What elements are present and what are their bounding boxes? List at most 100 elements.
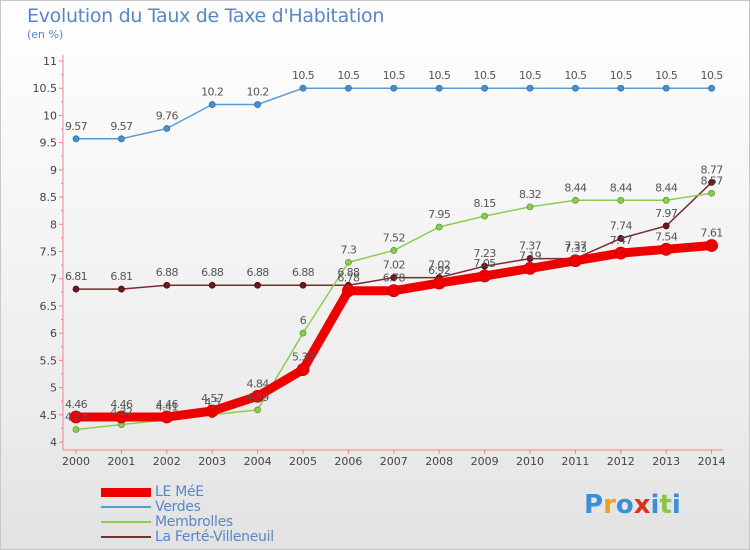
- data-label-le-mee: 6.92: [428, 264, 450, 277]
- legend-label-la-ferte-villeneuil: La Ferté-Villeneuil: [155, 529, 274, 545]
- data-point-verdes: [708, 84, 715, 92]
- y-tick-label: 11: [43, 55, 57, 68]
- x-tick-label: 2001: [107, 455, 135, 468]
- logo-letter: i: [650, 490, 660, 520]
- data-label-verdes: 10.5: [383, 69, 406, 82]
- y-tick-label: 8: [50, 218, 57, 231]
- data-label-membrolles: 4.41: [156, 401, 178, 414]
- data-point-le-mee: [69, 410, 83, 424]
- data-point-verdes: [163, 125, 171, 132]
- data-point-membrolles: [526, 203, 534, 211]
- data-point-le-mee: [205, 404, 219, 418]
- chart-subtitle: (en %): [27, 28, 64, 41]
- data-label-membrolles: 8.57: [701, 174, 724, 187]
- data-label-la-ferte-villeneuil: 6.88: [247, 266, 270, 279]
- x-tick-label: 2012: [607, 455, 635, 468]
- y-tick-label: 10: [43, 109, 57, 122]
- data-point-le-mee: [659, 242, 673, 256]
- data-label-membrolles: 6: [300, 314, 307, 327]
- data-point-verdes: [662, 84, 670, 92]
- y-tick-label: 8.5: [40, 191, 58, 204]
- data-point-verdes: [344, 84, 352, 92]
- data-label-le-mee: 6.78: [383, 272, 406, 285]
- legend-swatch-le-mee: [101, 488, 151, 497]
- data-label-la-ferte-villeneuil: 6.81: [110, 270, 132, 283]
- data-label-la-ferte-villeneuil: 7.74: [610, 219, 633, 232]
- logo-letter: x: [633, 490, 651, 520]
- data-point-membrolles: [708, 189, 715, 197]
- data-label-le-mee: 4.46: [156, 398, 179, 411]
- data-label-verdes: 10.2: [201, 86, 223, 99]
- proxiti-logo: Proxiti: [584, 490, 681, 520]
- data-label-verdes: 10.5: [337, 69, 360, 82]
- data-label-verdes: 10.5: [701, 69, 724, 82]
- legend-label-verdes: Verdes: [155, 499, 201, 515]
- data-point-la-ferte-villeneuil: [299, 281, 307, 289]
- data-point-la-ferte-villeneuil: [254, 281, 262, 289]
- x-tick-label: 2000: [62, 455, 90, 468]
- data-label-verdes: 10.5: [655, 69, 678, 82]
- legend-label-le-mee: LE MéE: [155, 484, 204, 500]
- data-label-membrolles: 4.23: [65, 410, 88, 423]
- data-label-membrolles: 8.15: [474, 197, 497, 210]
- data-label-la-ferte-villeneuil: 6.81: [65, 270, 87, 283]
- data-point-le-mee: [569, 254, 582, 268]
- chart-axes: 4 4.5 5 5.5 6 6.5 7 7.5 8 8.5 9 9.5 10 10.5 11 2000 2001…: [33, 55, 726, 468]
- data-label-le-mee: 4.84: [247, 377, 270, 390]
- data-point-la-ferte-villeneuil: [72, 285, 80, 293]
- data-point-membrolles: [617, 196, 625, 204]
- data-label-membrolles: 4.32: [110, 406, 132, 419]
- data-label-verdes: 9.57: [65, 120, 88, 133]
- data-label-le-mee: 7.05: [474, 257, 497, 270]
- data-point-verdes: [526, 84, 534, 92]
- y-tick-label: 10.5: [33, 82, 58, 95]
- data-label-la-ferte-villeneuil: 7.23: [474, 247, 497, 260]
- y-tick-label: 4: [50, 436, 57, 449]
- data-point-verdes: [118, 135, 125, 143]
- data-point-le-mee: [251, 389, 265, 403]
- data-label-la-ferte-villeneuil: 6.88: [292, 266, 315, 279]
- data-point-le-mee: [614, 246, 628, 260]
- data-point-le-mee: [432, 276, 446, 290]
- data-label-verdes: 10.5: [428, 69, 451, 82]
- data-point-le-mee: [478, 269, 492, 283]
- data-point-verdes: [208, 101, 216, 108]
- data-label-membrolles: 7.52: [383, 231, 405, 244]
- data-label-verdes: 9.57: [110, 120, 133, 133]
- logo-letter: o: [615, 490, 634, 520]
- data-label-le-mee: 6.78: [337, 272, 360, 285]
- data-label-verdes: 10.5: [610, 69, 633, 82]
- data-point-membrolles: [481, 212, 489, 220]
- logo-letter: t: [659, 490, 672, 520]
- x-tick-label: 2007: [380, 455, 408, 468]
- chart-series-lines: [69, 84, 718, 433]
- data-label-le-mee: 7.54: [655, 230, 678, 243]
- data-label-verdes: 10.5: [292, 69, 315, 82]
- data-label-verdes: 9.76: [156, 109, 179, 122]
- data-point-membrolles: [390, 247, 398, 254]
- chart-title: Evolution du Taux de Taxe d'Habitation: [27, 5, 385, 27]
- data-label-verdes: 10.5: [474, 69, 497, 82]
- data-point-le-mee: [160, 410, 174, 424]
- data-label-membrolles: 8.44: [655, 181, 678, 194]
- data-point-la-ferte-villeneuil: [662, 222, 670, 230]
- data-point-verdes: [617, 84, 625, 92]
- data-point-verdes: [390, 84, 398, 92]
- data-point-membrolles: [254, 406, 262, 414]
- data-label-la-ferte-villeneuil: 7.02: [428, 259, 450, 272]
- data-point-la-ferte-villeneuil: [481, 262, 489, 270]
- data-label-la-ferte-villeneuil: 7.37: [564, 240, 587, 253]
- data-label-membrolles: 7.3: [341, 243, 357, 256]
- legend-swatch-la-ferte-villeneuil: [101, 536, 151, 538]
- data-point-le-mee: [115, 410, 128, 424]
- data-point-la-ferte-villeneuil: [390, 274, 398, 282]
- data-label-membrolles: 7.95: [428, 208, 451, 221]
- data-label-le-mee: 4.57: [201, 392, 224, 405]
- data-point-membrolles: [299, 329, 307, 337]
- x-tick-label: 2013: [652, 455, 680, 468]
- data-point-la-ferte-villeneuil: [118, 285, 125, 293]
- legend-swatch-verdes: [101, 506, 151, 508]
- data-point-verdes: [481, 84, 489, 92]
- x-tick-label: 2002: [153, 455, 181, 468]
